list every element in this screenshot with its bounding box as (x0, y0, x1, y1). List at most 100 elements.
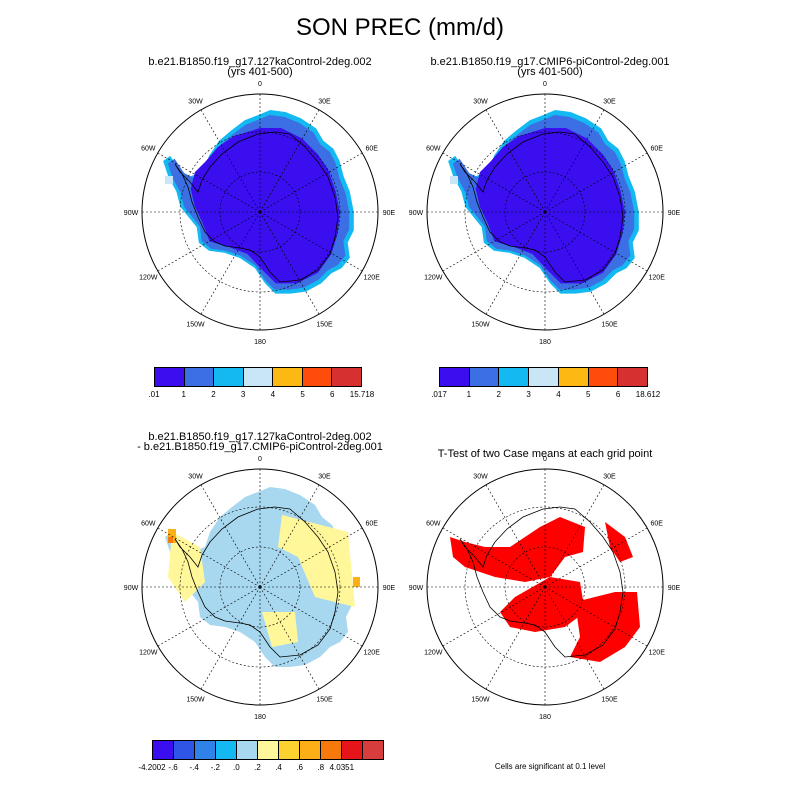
figure-title: SON PREC (mm/d) (295, 14, 504, 41)
colorbar-tick-label: 1 (466, 390, 472, 399)
panel-title-ttest: T-Test of two Case means at each grid po… (395, 448, 695, 460)
colorbar-swatch (469, 368, 500, 386)
colorbar-swatch (300, 741, 321, 759)
colorbar-case1: .01 1 2 3 4 5 6 15.718 (148, 367, 374, 401)
colorbar-swatch (279, 741, 300, 759)
colorbar-swatch (363, 741, 383, 759)
colorbar-swatch (618, 368, 648, 386)
diff-high-cell-east (353, 577, 360, 587)
colorbar-tick-label: 4.0351 (329, 763, 355, 772)
colorbar-swatch (558, 368, 589, 386)
longitude-label: 90W (409, 210, 424, 217)
panel-title-line-2: (yrs 401-500) (227, 66, 293, 78)
diff-max-cell (168, 537, 173, 543)
significant-region-3 (605, 522, 633, 562)
longitude-label: 30W (473, 98, 488, 105)
longitude-label: 0 (543, 81, 547, 88)
longitude-label: 90E (668, 210, 681, 217)
polar-map-diff: 0 30E 60E 90E 120E 150E 180 150W 120W 90W 60W 30W (124, 456, 396, 721)
precip-light-cell (450, 176, 458, 184)
longitude-label: 30E (318, 98, 331, 105)
longitude-label: 90E (383, 210, 396, 217)
colorbar-tick-label: .01 (148, 390, 160, 399)
colorbar-tick-label: .4 (275, 763, 282, 772)
colorbar-tick-label: 5 (300, 390, 305, 399)
panel-title-case1: b.e21.B1850.f19_g17.127kaControl-2deg.00… (110, 56, 410, 78)
colorbar-tick-label: 2 (496, 390, 501, 399)
coastline (174, 131, 339, 283)
longitude-label: 150W (471, 322, 490, 329)
colorbar-tick-label: 1 (181, 390, 186, 399)
diff-positive-region-east (278, 515, 355, 607)
colorbar-swatch (529, 368, 559, 386)
colorbar-swatch (342, 741, 363, 759)
panel-title-line-2: - b.e21.B1850.f19_g17.CMIP6-piControl-2d… (137, 441, 383, 453)
significant-region-0 (450, 517, 585, 582)
panel-title-line-1: b.e21.B1850.f19_g17.127kaControl-2deg.00… (148, 56, 372, 68)
panel-title-line-1: T-Test of two Case means at each grid po… (437, 448, 653, 460)
longitude-label: 30W (188, 473, 203, 480)
longitude-label: 60W (426, 146, 441, 153)
colorbar-swatch (243, 368, 274, 386)
longitude-label: 120E (649, 650, 666, 657)
colorbar-tick-label: 3 (240, 390, 246, 399)
colorbar-swatch (184, 368, 215, 386)
longitude-label: 150E (316, 322, 333, 329)
coastline (459, 131, 624, 283)
colorbar-tick-label: .017 (431, 390, 447, 399)
longitude-label: 30W (473, 473, 488, 480)
longitude-label: 150W (186, 697, 205, 704)
longitude-label: 90E (668, 585, 681, 592)
longitude-label: 0 (258, 456, 262, 463)
colorbar-swatch (237, 741, 258, 759)
longitude-label: 150W (186, 322, 205, 329)
longitude-label: 0 (258, 81, 262, 88)
colorbar-diff: -4.2002 -.6 -.4 -.2 .0 .2 .4 .6 .8 4.0351 (138, 740, 384, 774)
colorbar-tick-label: 6 (330, 390, 335, 399)
longitude-label: 30W (188, 98, 203, 105)
colorbar-tick-label: -.4 (189, 763, 199, 772)
colorbar-tick-label: .2 (254, 763, 261, 772)
longitude-label: 120W (139, 650, 158, 657)
longitude-label: 90W (124, 585, 139, 592)
longitude-label: 120E (364, 650, 381, 657)
colorbar-tick-label: .0 (233, 763, 240, 772)
longitude-label: 60E (365, 521, 378, 528)
longitude-label: 120E (364, 275, 381, 282)
longitude-label: 180 (254, 714, 266, 721)
longitude-label: 0 (543, 456, 547, 463)
map-boundary (426, 93, 664, 331)
colorbar-swatch (321, 741, 342, 759)
map-boundary (141, 93, 379, 331)
colorbar-tick-label: 15.718 (349, 390, 375, 399)
map-boundary (426, 468, 664, 706)
longitude-label: 120W (424, 650, 443, 657)
panel-title-case2: b.e21.B1850.f19_g17.CMIP6-piControl-2deg… (400, 57, 700, 78)
panel-title-line-2: (yrs 401-500) (517, 66, 583, 78)
colorbar-swatch (153, 741, 174, 759)
longitude-label: 60E (650, 521, 663, 528)
colorbar-swatch (155, 368, 185, 386)
colorbar-swatch (216, 741, 237, 759)
longitude-label: 60W (426, 521, 441, 528)
colorbar-tick-label: -.2 (210, 763, 220, 772)
significant-region-2 (570, 592, 640, 662)
longitude-label: 150E (601, 322, 618, 329)
colorbar-swatch (273, 368, 303, 386)
colorbar-swatch (440, 368, 470, 386)
map-boundary (141, 468, 379, 706)
longitude-label: 90E (383, 585, 396, 592)
polar-map-case2: 0 30E 60E 90E 120E 150E 180 150W 120W 90W 60W 30W (409, 81, 681, 346)
longitude-label: 150E (316, 697, 333, 704)
longitude-label: 30E (603, 473, 616, 480)
colorbar-tick-label: 4 (270, 390, 276, 399)
precip-main-region (190, 128, 340, 284)
colorbar-tick-label: 3 (526, 390, 531, 399)
colorbar-swatch (499, 368, 530, 386)
longitude-label: 150E (601, 697, 618, 704)
diff-positive-region-west (168, 532, 205, 602)
longitude-label: 180 (254, 339, 266, 346)
longitude-label: 30E (603, 98, 616, 105)
longitude-label: 90W (124, 210, 139, 217)
longitude-label: 60W (141, 521, 156, 528)
